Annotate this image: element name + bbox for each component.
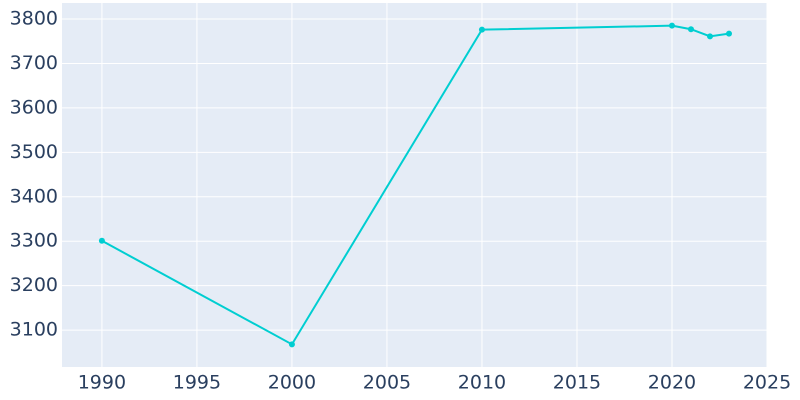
- y-tick-label: 3600: [10, 96, 58, 118]
- point: [668, 22, 675, 29]
- y-tick-label: 3500: [10, 141, 58, 163]
- point: [478, 26, 485, 33]
- point: [706, 33, 713, 40]
- point: [98, 237, 105, 244]
- x-tick-label: 1995: [173, 372, 221, 394]
- x-tick-label: 2000: [268, 372, 316, 394]
- x-tick-label: 2010: [458, 372, 506, 394]
- y-tick-label: 3800: [10, 8, 58, 30]
- point: [288, 341, 295, 348]
- x-tick-label: 1990: [78, 372, 126, 394]
- y-tick-label: 3400: [10, 185, 58, 207]
- x-tick-label: 2005: [363, 372, 411, 394]
- x-tick-label: 2020: [648, 372, 696, 394]
- y-tick-label: 3100: [10, 319, 58, 341]
- point: [687, 26, 694, 33]
- y-tick-label: 3300: [10, 230, 58, 252]
- point: [725, 30, 732, 37]
- x-tick-label: 2015: [553, 372, 601, 394]
- x-tick-label: 2025: [743, 372, 791, 394]
- plot-background: [62, 3, 767, 367]
- y-tick-label: 3700: [10, 52, 58, 74]
- y-tick-label: 3200: [10, 274, 58, 296]
